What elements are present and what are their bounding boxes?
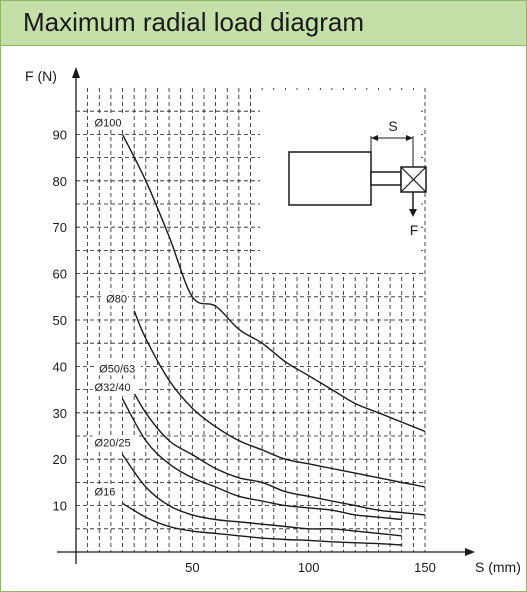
y-tick-label: 20 [53,452,67,467]
inset-diagram: S F [260,90,427,273]
series-label-bg [104,291,128,306]
series-label: Ø20/25 [95,438,131,450]
series-line [121,454,402,537]
series-label-bg [97,361,141,376]
series-line [121,134,426,433]
series-label-bg [92,435,137,450]
series-label-bg [92,379,137,394]
inset-s-label: S [388,118,397,134]
x-tick-label: 50 [185,560,199,575]
series-label: Ø100 [95,117,122,129]
y-tick-label: 80 [53,174,67,189]
axes: F (N) S (mm) 10 20 30 40 50 60 70 80 90 50 100 150 [25,67,521,575]
series-labels: Ø100 Ø80 Ø50/63 Ø32/40 Ø20/25 Ø16 [92,115,141,499]
x-axis-label: S (mm) [475,559,521,575]
x-axis-arrow [465,548,475,556]
piston-rod [370,171,402,186]
series-line [133,310,426,488]
x-tick-label: 100 [298,560,320,575]
series-label: Ø32/40 [95,382,131,394]
series-label: Ø16 [95,486,116,498]
y-tick-label: 70 [53,220,67,235]
series-line [126,379,426,516]
force-arrow-head [409,209,417,217]
y-tick-label: 90 [53,127,67,142]
x-tick-label: 150 [414,560,436,575]
inset-f-label: F [410,222,419,238]
load-cross-b [400,166,427,193]
series-curves [121,134,426,546]
series-label-bg [92,484,117,499]
s-dimension-arrow-left [371,135,378,141]
y-tick-label: 30 [53,406,67,421]
y-tick-label: 40 [53,359,67,374]
cylinder-body [288,151,372,206]
series-label: Ø80 [106,294,127,306]
series-line [121,398,402,521]
series-label-bg [92,115,123,130]
series-line [122,502,402,546]
y-tick-label: 60 [53,267,67,282]
y-axis-label: F (N) [25,68,57,84]
y-tick-label: 10 [53,499,67,514]
s-dimension-arrow-right [406,135,413,141]
header-bar: Maximum radial load diagram [1,1,526,46]
series-label: Ø50/63 [99,363,135,375]
y-tick-label: 50 [53,313,67,328]
page-title: Maximum radial load diagram [23,7,365,37]
y-axis-arrow [72,67,80,78]
